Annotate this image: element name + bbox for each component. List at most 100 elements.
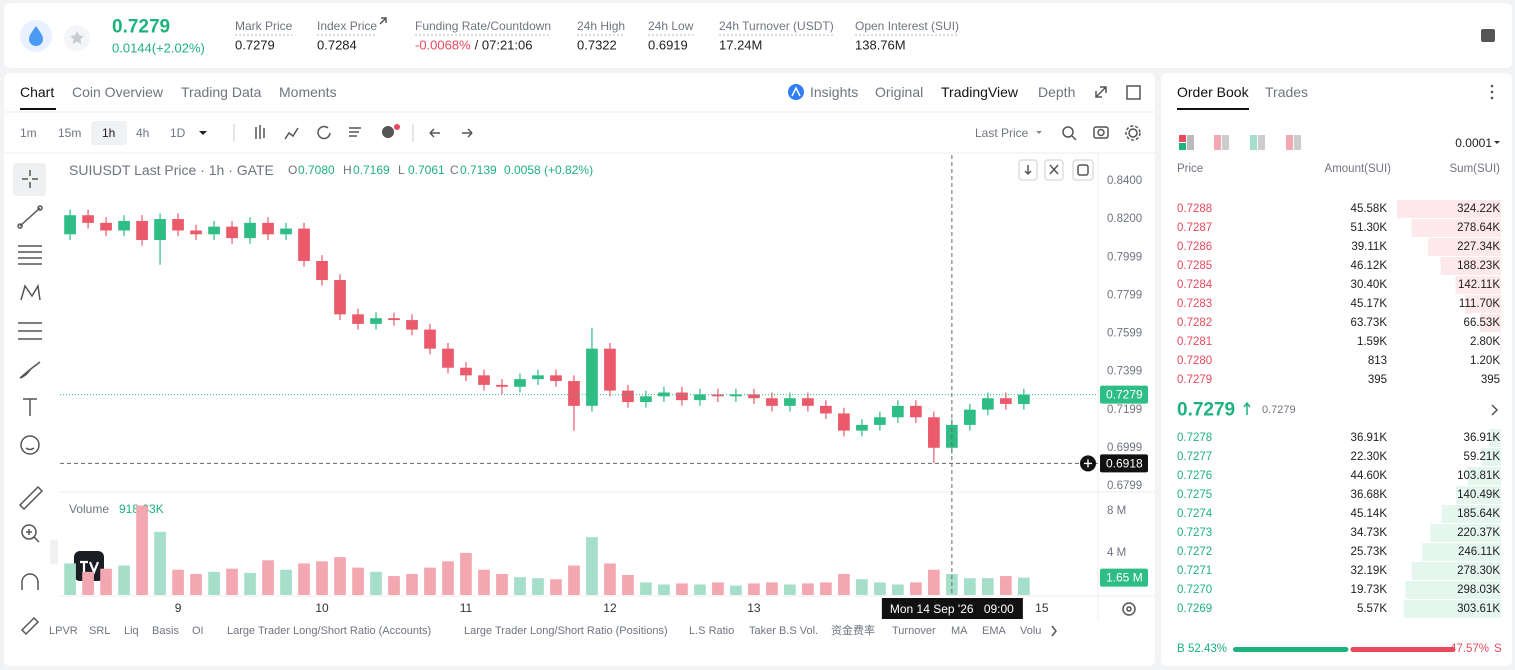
depth-bar — [1403, 600, 1501, 618]
sell-ratio: 47.57% — [1450, 643, 1489, 655]
indicator[interactable]: Liq — [124, 625, 139, 637]
book-amount: 34.73K — [1351, 527, 1388, 539]
indicator[interactable]: Turnover — [892, 625, 936, 637]
book-price: 0.7278 — [1177, 432, 1212, 444]
volume-bar — [838, 573, 850, 595]
volume-bar — [208, 571, 220, 595]
y-tick-label: 0.7999 — [1107, 251, 1142, 263]
volume-bar — [136, 505, 148, 595]
interval[interactable]: 15m — [58, 126, 81, 140]
candle-body — [910, 405, 922, 418]
y-tick-label: 0.7199 — [1107, 404, 1142, 416]
candle-body — [262, 222, 274, 235]
volume-bar — [712, 582, 724, 595]
candle-body — [64, 215, 76, 235]
view-tab[interactable]: Depth — [1038, 84, 1075, 100]
tab[interactable]: Trading Data — [181, 84, 262, 100]
candle-body — [892, 405, 904, 418]
indicator[interactable]: OI — [192, 625, 204, 637]
indicator[interactable]: Large Trader Long/Short Ratio (Positions… — [464, 625, 668, 637]
volume-bar — [928, 569, 940, 595]
stat-label: Open Interest (SUI) — [855, 19, 959, 33]
candle-body — [532, 375, 544, 380]
indicator[interactable]: Basis — [152, 625, 179, 637]
crosshair-price-tag — [1100, 454, 1148, 473]
book-price: 0.7277 — [1177, 451, 1212, 463]
stat-value: 0.7284 — [317, 38, 357, 53]
volume-bar — [424, 567, 436, 595]
drawing-tools — [13, 159, 1136, 637]
candle-body — [748, 394, 760, 399]
precision-select[interactable]: 0.0001 — [1455, 136, 1492, 150]
book-amount: 1.59K — [1357, 336, 1387, 348]
volume-legend: Volume — [69, 502, 109, 516]
book-sum: 140.49K — [1457, 489, 1500, 501]
candle-body — [712, 394, 724, 397]
interval[interactable]: 1h — [102, 126, 115, 140]
stat-value: / 07:21:06 — [475, 38, 533, 53]
volume-bar — [532, 578, 544, 595]
indicator[interactable]: EMA — [982, 625, 1007, 637]
tab[interactable]: Trades — [1265, 84, 1308, 100]
indicator[interactable]: MA — [951, 625, 968, 637]
coin-logo-drop — [29, 26, 43, 46]
book-sum: 324.22K — [1457, 203, 1500, 215]
tab[interactable]: Chart — [20, 84, 54, 100]
indicator[interactable]: SRL — [89, 625, 110, 637]
indicator[interactable]: 资金费率 — [831, 623, 875, 637]
book-amount: 813 — [1368, 355, 1387, 367]
book-price: 0.7269 — [1177, 603, 1212, 615]
candle-body — [1018, 394, 1030, 404]
depth-bar — [1479, 314, 1501, 332]
interval[interactable]: 4h — [136, 126, 149, 140]
stat-value: 138.76M — [855, 38, 906, 53]
indicator[interactable]: LPVR — [49, 625, 78, 637]
indicator[interactable]: Large Trader Long/Short Ratio (Accounts) — [227, 625, 431, 637]
book-price: 0.7275 — [1177, 489, 1212, 501]
volume-bar — [568, 565, 580, 595]
indicator[interactable]: L.S Ratio — [689, 625, 734, 637]
mid-price: 0.7279 — [1177, 400, 1235, 421]
candle-body — [676, 392, 688, 401]
candle-body — [280, 228, 292, 235]
book-amount: 45.14K — [1351, 508, 1388, 520]
tab-underline — [1177, 108, 1249, 110]
volume-bar — [1000, 576, 1012, 595]
book-sum: 185.64K — [1457, 508, 1500, 520]
book-sum: 142.11K — [1458, 279, 1500, 291]
book-amount: 5.57K — [1357, 603, 1387, 615]
book-price: 0.7271 — [1177, 565, 1212, 577]
tab[interactable]: Coin Overview — [72, 84, 164, 100]
view-tab[interactable]: Original — [875, 84, 923, 100]
tab[interactable]: Order Book — [1177, 84, 1250, 100]
star-icon — [70, 31, 84, 45]
indicator[interactable]: Volu — [1020, 625, 1041, 637]
volume-bar — [856, 579, 868, 595]
book-price: 0.7288 — [1177, 203, 1212, 215]
view-tab[interactable]: TradingView — [941, 84, 1019, 100]
tab[interactable]: Moments — [279, 84, 337, 100]
candle-body — [694, 394, 706, 401]
header-menu-icon[interactable] — [1481, 29, 1495, 42]
sell-ratio-bar — [1350, 647, 1455, 652]
view-tab[interactable]: Insights — [810, 84, 858, 100]
book-price: 0.7283 — [1177, 298, 1212, 310]
legend-value: 0.7080 — [298, 163, 335, 177]
column-header: Price — [1177, 163, 1203, 175]
interval[interactable]: 1m — [20, 126, 37, 140]
candle-body — [226, 226, 238, 239]
volume-bar — [154, 531, 166, 595]
book-amount: 25.73K — [1351, 546, 1388, 558]
candle-body — [874, 417, 886, 425]
volume-bar — [460, 552, 472, 595]
indicator[interactable]: Taker B.S Vol. — [749, 625, 818, 637]
depth-bar — [1397, 200, 1501, 218]
candle-body — [388, 318, 400, 321]
price-source[interactable]: Last Price — [975, 126, 1029, 140]
chart-legend-title: SUIUSDT Last Price · 1h · GATE — [69, 162, 274, 178]
candle-body — [100, 222, 112, 231]
interval[interactable]: 1D — [170, 126, 186, 140]
volume-bar — [82, 571, 94, 595]
candle-body — [316, 260, 328, 281]
candle-body — [154, 219, 166, 241]
